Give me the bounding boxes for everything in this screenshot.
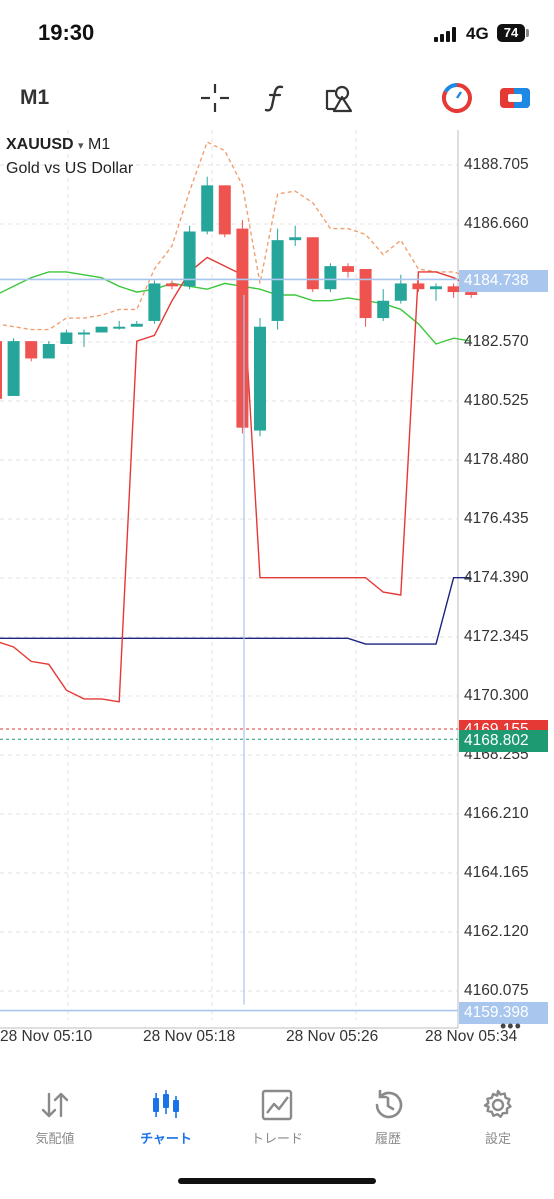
time-label: 28 Nov 05:18	[143, 1028, 236, 1045]
candle-bull	[183, 231, 196, 287]
candle-bull	[60, 332, 73, 345]
price-label: 4186.660	[464, 215, 529, 232]
price-label: 4170.300	[464, 687, 529, 704]
bid-price-tag: 4168.802	[459, 730, 548, 752]
more-icon[interactable]: •••	[500, 1016, 522, 1036]
status-time: 19:30	[38, 20, 95, 45]
symbol-header[interactable]: XAUUSD ▾ M1	[6, 136, 110, 154]
candle-bull	[148, 283, 161, 321]
crosshair-price-tag: 4184.738	[459, 270, 548, 292]
symbol-description: Gold vs US Dollar	[6, 160, 134, 177]
timeframe-button[interactable]: M1	[20, 86, 50, 109]
candle-bull	[130, 323, 143, 327]
tab-settings[interactable]: 設定	[443, 1082, 553, 1154]
candle-bull	[113, 326, 126, 329]
chart-toolbar: M1	[0, 70, 554, 126]
candle-bull	[95, 326, 108, 333]
home-indicator	[178, 1178, 376, 1184]
status-bar: 19:30 4G 74	[0, 0, 554, 68]
tab-label: 設定	[484, 1131, 511, 1146]
tab-quotes[interactable]: 気配値	[0, 1082, 110, 1154]
tab-label: トレード	[250, 1131, 303, 1146]
price-label: 4172.345	[464, 628, 529, 645]
crosshair-price-tag-bottom: 4159.398	[459, 1002, 548, 1024]
quotes-icon	[38, 1088, 72, 1122]
objects-icon[interactable]	[320, 80, 356, 116]
candle-bull	[42, 344, 55, 359]
crosshair-icon[interactable]	[197, 80, 233, 116]
candle-bull	[271, 240, 284, 321]
candle-bull	[78, 332, 90, 335]
candle-bear	[218, 185, 231, 235]
candle-bear	[447, 286, 460, 293]
candle-bull	[377, 300, 390, 319]
candle-bear	[465, 292, 478, 295]
time-label: 28 Nov 05:26	[286, 1028, 379, 1045]
market-icon[interactable]	[439, 80, 475, 116]
tab-label: 気配値	[35, 1131, 75, 1146]
trade-swap-icon[interactable]	[497, 80, 533, 116]
tab-chart[interactable]: チャート	[111, 1082, 221, 1154]
candle-bull	[254, 326, 266, 431]
candle-bull	[324, 266, 337, 290]
bottom-tab-bar: 気配値 チャート トレード 履歴 設定	[0, 1082, 554, 1154]
price-label: 4164.165	[464, 864, 529, 881]
time-label: 28 Nov 05:34	[425, 1028, 518, 1045]
symbol-name: XAUUSD	[6, 136, 74, 153]
tab-label: チャート	[140, 1131, 192, 1146]
candle-bull	[201, 185, 214, 232]
price-label: 4162.120	[464, 923, 529, 940]
price-label: 4174.390	[464, 569, 529, 586]
chevron-down-icon[interactable]: ▾	[78, 140, 84, 152]
price-label: 4182.570	[464, 333, 529, 350]
function-icon[interactable]	[258, 80, 294, 116]
candle-bear	[25, 341, 38, 359]
candle-bear	[0, 341, 2, 399]
candle-bear	[306, 237, 319, 290]
red-indicator-line	[0, 256, 472, 703]
price-label: 4188.705	[464, 156, 529, 173]
candle-bull	[7, 341, 20, 396]
network-type: 4G	[466, 24, 489, 43]
battery-icon: 74	[497, 24, 525, 42]
battery-tip	[526, 29, 529, 37]
candle-bull	[394, 283, 407, 301]
price-label: 4160.075	[464, 982, 529, 999]
settings-icon	[481, 1088, 515, 1122]
time-label: 28 Nov 05:10	[0, 1028, 93, 1045]
candle-bull	[430, 286, 442, 290]
candle-bear	[236, 228, 249, 428]
candle-bear	[342, 266, 354, 272]
price-label: 4178.480	[464, 451, 529, 468]
navy-indicator-line	[0, 577, 472, 645]
trade-icon	[260, 1088, 294, 1122]
history-icon	[371, 1088, 405, 1122]
candle-bear	[412, 283, 425, 290]
price-label: 4166.210	[464, 805, 529, 822]
price-chart[interactable]	[0, 130, 554, 1050]
tab-label: 履歴	[374, 1131, 401, 1146]
green-indicator-line	[0, 271, 472, 345]
symbol-timeframe: M1	[88, 136, 111, 153]
tab-trade[interactable]: トレード	[222, 1082, 332, 1154]
chart-candles-icon	[149, 1088, 183, 1122]
signal-icon	[434, 26, 460, 42]
envelope-line	[0, 141, 472, 331]
tab-history[interactable]: 履歴	[333, 1082, 443, 1154]
price-label: 4180.525	[464, 392, 529, 409]
price-label: 4176.435	[464, 510, 529, 527]
candle-bear	[166, 283, 178, 287]
candle-bear	[359, 269, 372, 319]
chart-canvas[interactable]	[0, 130, 554, 1050]
candle-bull	[289, 237, 302, 241]
